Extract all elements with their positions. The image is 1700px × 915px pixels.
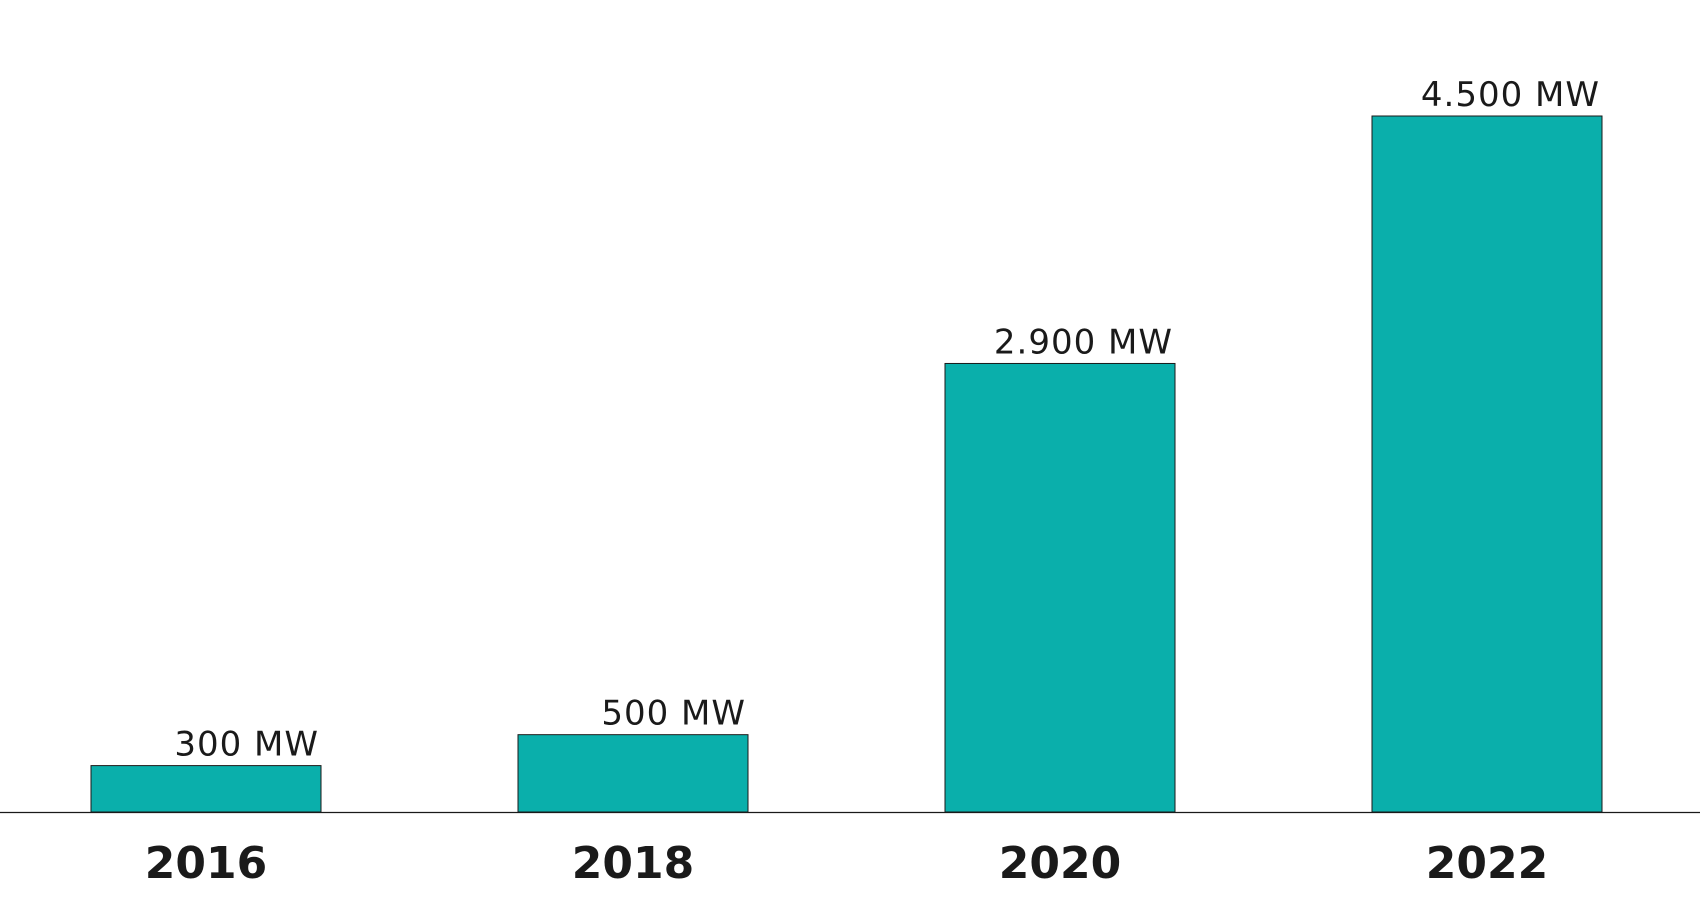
- x-tick-label-2022: 2022: [1426, 838, 1548, 889]
- data-label-2022: 4.500 MW: [1421, 75, 1600, 115]
- x-tick-labels-group: 2016 2018 2020 2022: [145, 838, 1548, 889]
- data-label-2016: 300 MW: [174, 725, 319, 765]
- x-tick-label-2018: 2018: [572, 838, 694, 889]
- bar-2016: [90, 765, 322, 813]
- data-label-2020: 2.900 MW: [994, 322, 1173, 362]
- x-tick-label-2020: 2020: [999, 838, 1121, 889]
- x-tick-label-2016: 2016: [145, 838, 267, 889]
- bar-2022: [1371, 115, 1603, 813]
- bar-2018: [517, 734, 749, 813]
- data-label-2018: 500 MW: [601, 694, 746, 734]
- data-labels-group: 300 MW 500 MW 2.900 MW 4.500 MW: [174, 75, 1600, 765]
- bar-2020: [944, 362, 1176, 813]
- bars-group: [90, 115, 1603, 813]
